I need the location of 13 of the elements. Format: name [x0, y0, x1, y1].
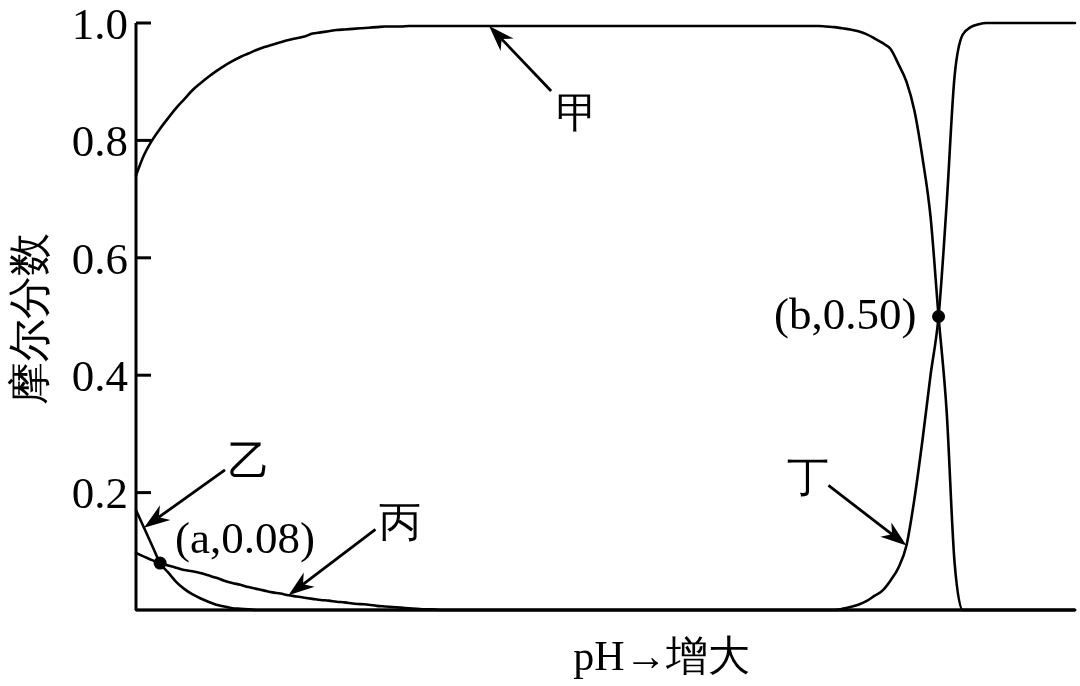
- series-label: 丁: [787, 453, 830, 500]
- text: 乙: [228, 437, 271, 484]
- y-tick-label: 0.2: [71, 468, 128, 519]
- annotation: (b,0.50): [774, 288, 917, 339]
- legend-label: 甲: [556, 90, 599, 137]
- y-axis-title: 摩尔分数: [6, 232, 53, 405]
- y-tick-label: 1.0: [71, 0, 128, 49]
- x-axis-title: pH→增大: [573, 633, 751, 679]
- y-tick-label: 0.8: [71, 116, 128, 167]
- y-tick-label: 0.6: [71, 233, 128, 284]
- y-tick-label: 0.4: [71, 350, 128, 401]
- annotation: (a,0.08): [175, 513, 316, 564]
- series-label: 丙: [379, 499, 422, 546]
